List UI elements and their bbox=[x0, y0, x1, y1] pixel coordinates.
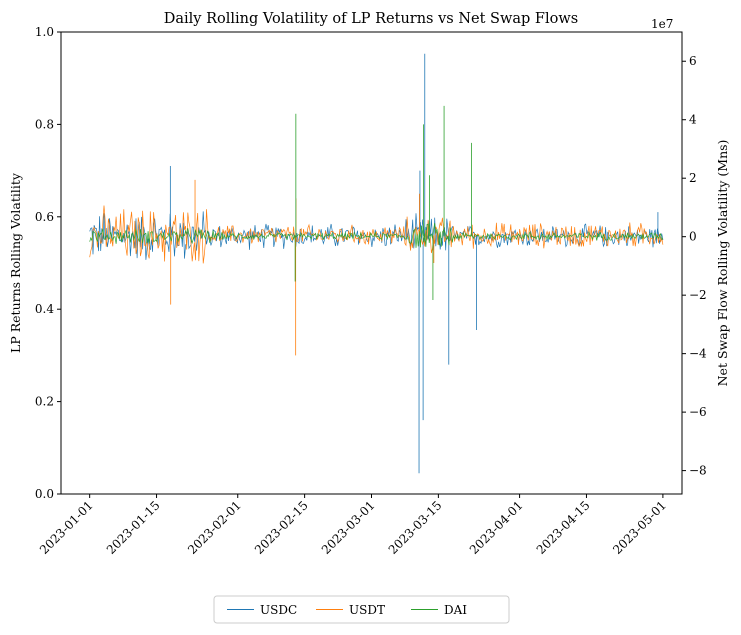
legend-box bbox=[213, 595, 510, 624]
legend-label-usdc: USDC bbox=[260, 603, 297, 617]
right-y-axis-label: Net Swap Flow Rolling Volatility (Mns) bbox=[715, 140, 730, 387]
series-dai bbox=[89, 105, 664, 300]
chart-title: Daily Rolling Volatility of LP Returns v… bbox=[164, 11, 578, 27]
right-y-tick-label: −4 bbox=[689, 347, 707, 361]
right-y-tick-label: 0 bbox=[689, 230, 697, 244]
series-line-usdt bbox=[89, 205, 664, 264]
right-y-tick-label: 2 bbox=[689, 171, 697, 185]
left-y-axis: 0.0 0.2 0.4 0.6 0.8 1.0 bbox=[35, 25, 61, 501]
right-y-tick-label: −6 bbox=[689, 405, 707, 419]
right-y-tick-label: −2 bbox=[689, 288, 707, 302]
left-y-tick-label: 0.0 bbox=[35, 487, 54, 501]
plot-area bbox=[89, 53, 664, 474]
left-y-tick-label: 0.6 bbox=[35, 210, 54, 224]
left-y-tick-label: 0.4 bbox=[35, 302, 54, 316]
legend: USDC USDT DAI bbox=[213, 595, 510, 624]
right-y-tick-label: 6 bbox=[689, 54, 697, 68]
left-y-tick-label: 0.8 bbox=[35, 117, 54, 131]
series-line-usdc bbox=[89, 211, 664, 260]
right-y-tick-label: −8 bbox=[689, 464, 707, 478]
left-y-tick-label: 0.2 bbox=[35, 395, 54, 409]
left-y-axis-label: LP Returns Rolling Volatility bbox=[8, 172, 23, 353]
series-line-dai bbox=[89, 223, 664, 248]
right-axis-offset-text: 1e7 bbox=[651, 17, 673, 31]
legend-label-dai: DAI bbox=[444, 603, 467, 617]
right-y-tick-label: 4 bbox=[689, 113, 697, 127]
legend-label-usdt: USDT bbox=[349, 603, 385, 617]
left-y-tick-label: 1.0 bbox=[35, 25, 54, 39]
right-y-axis: −8 −6 −4 −2 0 2 4 6 bbox=[682, 54, 707, 478]
series-usdc bbox=[89, 53, 664, 474]
